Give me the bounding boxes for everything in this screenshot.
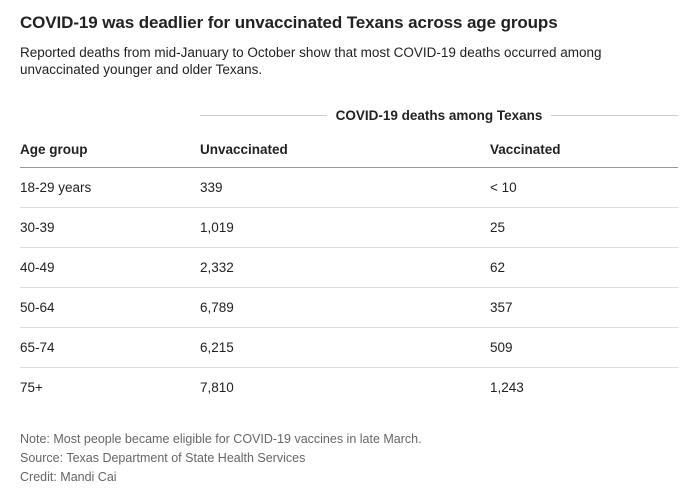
chart-footer: Note: Most people became eligible for CO… — [20, 430, 678, 487]
column-header-vaccinated: Vaccinated — [490, 135, 678, 168]
column-header-age-group: Age group — [20, 135, 200, 168]
page-subtitle: Reported deaths from mid-January to Octo… — [20, 45, 602, 77]
vaccinated-cell: 1,243 — [490, 380, 524, 396]
table-row: 50-64 6,789 357 — [20, 287, 678, 328]
unvaccinated-cell: 2,332 — [200, 247, 490, 288]
unvaccinated-cell: 1,019 — [200, 207, 490, 248]
footer-credit: Credit: Mandi Cai — [20, 469, 117, 484]
unvaccinated-cell: 7,810 — [200, 380, 234, 396]
footer-note: Note: Most people became eligible for CO… — [20, 431, 422, 446]
unvaccinated-cell: 6,215 — [200, 327, 490, 368]
group-header-rule-left — [200, 114, 327, 116]
group-header-label: COVID-19 deaths among Texans — [335, 107, 543, 123]
vaccinated-cell: < 10 — [490, 167, 678, 208]
age-group-cell: 40-49 — [20, 247, 200, 288]
vaccinated-cell: 509 — [490, 327, 678, 368]
age-group-cell: 30-39 — [20, 207, 200, 248]
unvaccinated-cell: 6,789 — [200, 287, 490, 328]
group-header-rule-right — [551, 114, 678, 116]
footer-source: Source: Texas Department of State Health… — [20, 450, 306, 465]
age-group-cell: 65-74 — [20, 327, 200, 368]
vaccinated-cell: 357 — [490, 287, 678, 328]
column-header-unvaccinated: Unvaccinated — [200, 135, 490, 168]
table-row: 40-49 2,332 62 — [20, 247, 678, 288]
table-row: 18-29 years 339 < 10 — [20, 167, 678, 208]
age-group-cell: 18-29 years — [20, 167, 200, 208]
table-body: 18-29 years 339 < 10 30-39 1,019 25 40-4… — [20, 167, 678, 408]
data-table: Age group Unvaccinated Vaccinated 18-29 … — [20, 135, 678, 408]
unvaccinated-cell: 339 — [200, 167, 490, 208]
age-group-cell: 50-64 — [20, 287, 200, 328]
page-title: COVID-19 was deadlier for unvaccinated T… — [20, 13, 558, 32]
table-row: 30-39 1,019 25 — [20, 207, 678, 248]
table-header-row: Age group Unvaccinated Vaccinated — [20, 135, 678, 168]
vaccinated-cell: 62 — [490, 247, 678, 288]
vaccinated-cell: 25 — [490, 207, 678, 248]
table-row: 65-74 6,215 509 — [20, 327, 678, 368]
table-group-header: COVID-19 deaths among Texans — [200, 105, 678, 125]
age-group-cell: 75+ — [20, 380, 43, 396]
table-row: 75+ 7,810 1,243 — [20, 368, 678, 408]
